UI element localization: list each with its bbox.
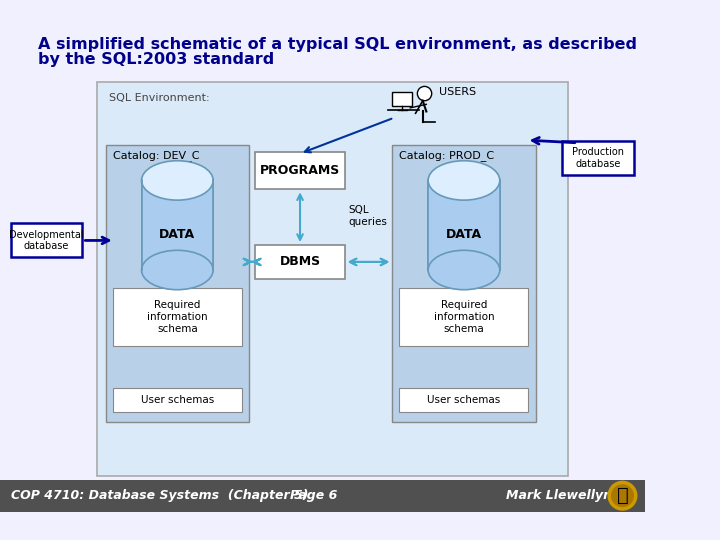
Circle shape bbox=[418, 86, 432, 101]
Text: Catalog: PROD_C: Catalog: PROD_C bbox=[400, 150, 495, 161]
FancyBboxPatch shape bbox=[392, 92, 412, 106]
Ellipse shape bbox=[428, 161, 500, 200]
FancyBboxPatch shape bbox=[400, 288, 528, 346]
FancyBboxPatch shape bbox=[400, 388, 528, 411]
Text: COP 4710: Database Systems  (Chapter 5): COP 4710: Database Systems (Chapter 5) bbox=[11, 489, 308, 502]
FancyBboxPatch shape bbox=[0, 480, 645, 512]
Text: Required
information
schema: Required information schema bbox=[147, 300, 207, 334]
Text: DATA: DATA bbox=[446, 228, 482, 241]
Text: 🦢: 🦢 bbox=[616, 486, 629, 505]
Text: Production
database: Production database bbox=[572, 147, 624, 169]
Text: PROGRAMS: PROGRAMS bbox=[260, 164, 340, 177]
FancyBboxPatch shape bbox=[106, 145, 249, 422]
FancyBboxPatch shape bbox=[256, 152, 345, 190]
FancyBboxPatch shape bbox=[11, 224, 82, 258]
Text: User schemas: User schemas bbox=[140, 395, 214, 405]
Text: DBMS: DBMS bbox=[279, 255, 320, 268]
FancyBboxPatch shape bbox=[392, 145, 536, 422]
Text: SQL Environment:: SQL Environment: bbox=[109, 93, 210, 103]
Text: by the SQL:2003 standard: by the SQL:2003 standard bbox=[37, 52, 274, 68]
Text: DATA: DATA bbox=[159, 228, 195, 241]
FancyBboxPatch shape bbox=[113, 288, 242, 346]
Text: Developmental
database: Developmental database bbox=[9, 230, 84, 251]
Ellipse shape bbox=[428, 251, 500, 289]
FancyBboxPatch shape bbox=[96, 82, 568, 476]
Text: SQL
queries: SQL queries bbox=[348, 205, 387, 227]
Text: Catalog: DEV_C: Catalog: DEV_C bbox=[113, 150, 199, 161]
Text: Required
information
schema: Required information schema bbox=[433, 300, 494, 334]
Text: USERS: USERS bbox=[439, 87, 476, 97]
Bar bbox=[142, 180, 213, 270]
Text: Mark Llewellyn: Mark Llewellyn bbox=[506, 489, 612, 502]
Text: User schemas: User schemas bbox=[427, 395, 500, 405]
Circle shape bbox=[608, 481, 636, 510]
FancyBboxPatch shape bbox=[562, 141, 634, 175]
Ellipse shape bbox=[142, 161, 213, 200]
Circle shape bbox=[612, 485, 633, 507]
Bar bbox=[428, 180, 500, 270]
FancyBboxPatch shape bbox=[113, 388, 242, 411]
FancyBboxPatch shape bbox=[256, 245, 345, 279]
Text: A simplified schematic of a typical SQL environment, as described: A simplified schematic of a typical SQL … bbox=[37, 37, 636, 52]
Text: Page 6: Page 6 bbox=[289, 489, 337, 502]
Ellipse shape bbox=[142, 251, 213, 289]
